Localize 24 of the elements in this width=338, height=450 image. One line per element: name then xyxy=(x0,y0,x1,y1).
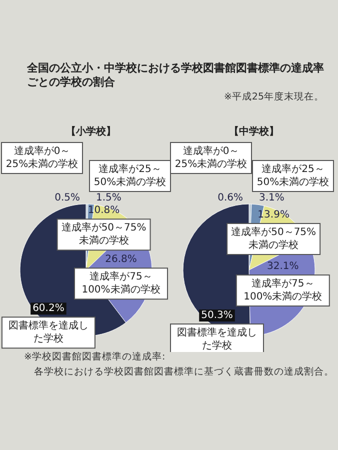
slice-label: 図書標準を達成した学校 xyxy=(177,326,257,352)
chart-subtitle: 【中学校】 xyxy=(229,126,279,138)
data-label: 50.3% xyxy=(201,310,233,321)
text: ※学校図書館図書標準の達成率: xyxy=(24,350,166,362)
data-label: 60.2% xyxy=(32,303,64,314)
slice-label: 達成率が25～50%未満の学校 xyxy=(94,163,166,188)
slice-label: 達成率が0～25%未満の学校 xyxy=(6,145,78,170)
slice-label: 図書標準を達成した学校 xyxy=(8,320,88,345)
slice-label: 達成率が50～75%未満の学校 xyxy=(231,226,316,251)
slice-label: 達成率が50～75%未満の学校 xyxy=(61,222,146,247)
slice-label: 達成率が75～100%未満の学校 xyxy=(244,277,322,302)
chart-subtitle: 【小学校】 xyxy=(66,126,116,138)
text: ※平成25年度末現在。 xyxy=(224,90,324,102)
data-label: 0.6% xyxy=(218,192,243,204)
slice-label: 達成率が0～25%未満の学校 xyxy=(174,145,248,170)
slice-label: 達成率が75～100%未満の学校 xyxy=(82,270,160,296)
slice-label: 達成率が25～50%未満の学校 xyxy=(256,163,330,188)
data-label: 1.5% xyxy=(96,192,122,204)
data-label: 32.1% xyxy=(267,260,299,272)
text: 各学校における学校図書館図書標準に基づく蔵書冊数の達成割合。 xyxy=(34,366,334,378)
chart-title: 全国の公立小・中学校における学校図書館図書標準の達成率ごとの学校の割合 xyxy=(26,62,324,88)
data-label: 0.5% xyxy=(54,192,80,204)
data-label: 26.8% xyxy=(105,254,137,266)
data-label: 3.1% xyxy=(259,192,284,204)
